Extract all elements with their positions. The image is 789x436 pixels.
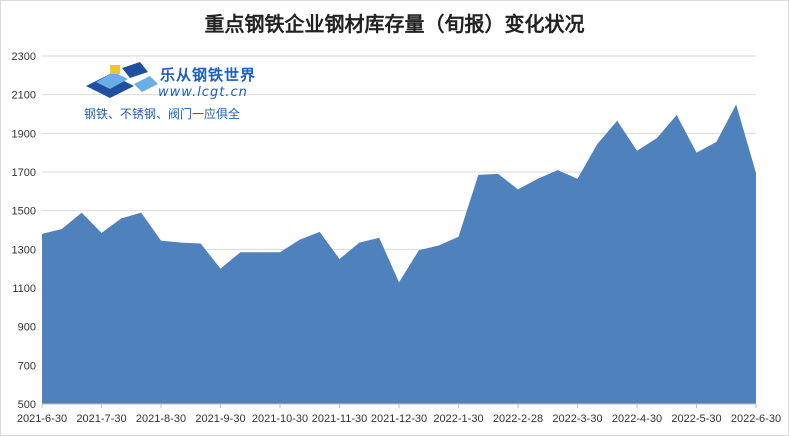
x-tick-label: 2022-1-30 [433,413,483,425]
watermark-slogan: 钢铁、不锈钢、阀门一应俱全 [84,107,241,121]
x-tick-label: 2022-4-30 [612,413,662,425]
y-tick-label: 900 [18,322,36,334]
x-tick-label: 2022-3-30 [552,413,602,425]
y-tick-label: 1900 [12,128,36,140]
y-tick-label: 1100 [12,283,36,295]
x-tick-label: 2022-2-28 [493,413,543,425]
x-tick-label: 2021-7-30 [76,413,126,425]
y-tick-label: 1700 [12,167,36,179]
area-fill [42,104,756,404]
axes: 500 700 900 1100 1300 1500 1700 1900 2100 2300 202… [12,51,782,425]
y-tick-label: 500 [18,399,36,411]
y-tick-label: 2300 [12,51,36,63]
chart-title: 重点钢铁企业钢材库存量（旬报）变化状况 [204,12,585,36]
x-tick-label: 2022-5-30 [671,413,721,425]
x-tick-label: 2021-9-30 [195,413,245,425]
x-tick-label: 2021-10-30 [252,413,308,425]
watermark-url: www.lcgt.cn [158,85,248,100]
y-tick-label: 1300 [12,244,36,256]
x-tick-label: 2021-11-30 [312,413,367,425]
y-tick-label: 2100 [12,90,36,102]
x-tick-label: 2022-6-30 [731,413,781,425]
x-tick-label: 2021-6-30 [17,413,67,425]
x-tick-label: 2021-12-30 [371,413,427,425]
y-tick-label: 700 [18,360,36,372]
building-logo-icon [86,62,158,98]
watermark-logo: 乐从钢铁世界 www.lcgt.cn 钢铁、不锈钢、阀门一应俱全 [82,60,272,122]
y-tick-label: 1500 [12,206,36,218]
area-series [41,104,757,404]
x-tick-label: 2021-8-30 [136,413,186,425]
watermark-name: 乐从钢铁世界 [160,66,257,84]
